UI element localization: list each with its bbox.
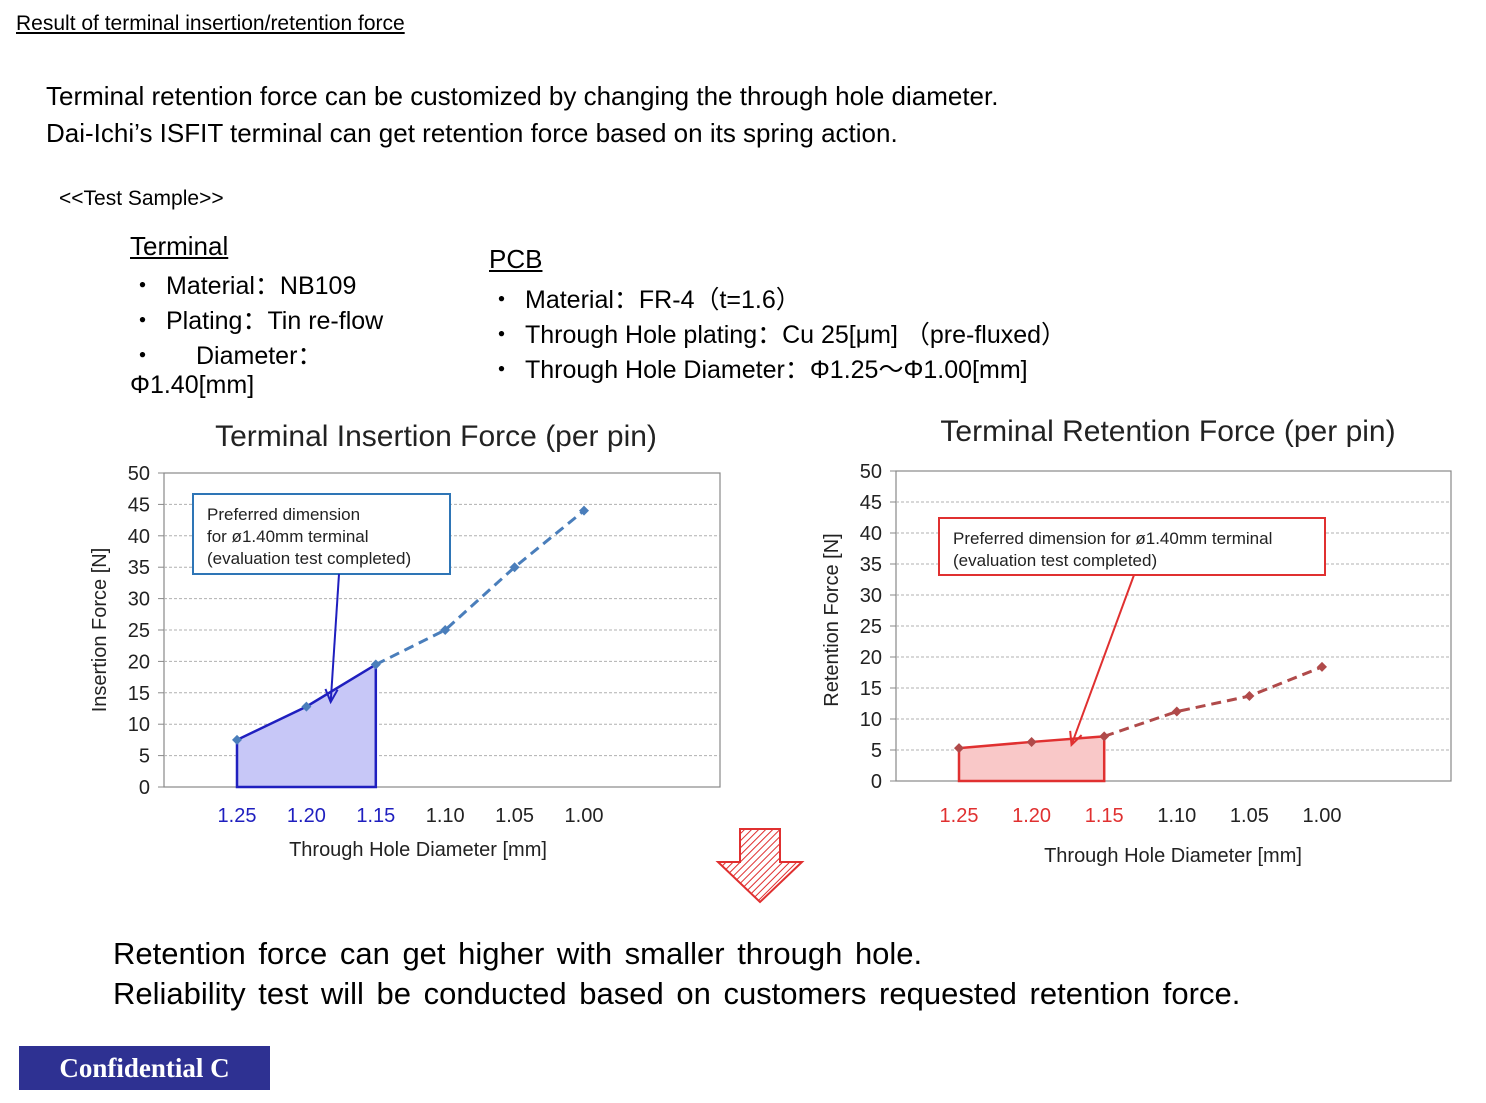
terminal-diameter: ・ Diameter： <box>130 336 322 372</box>
data-point <box>1317 661 1327 672</box>
terminal-plating-text: Plating：Tin re-flow <box>166 307 384 335</box>
pcb-heading: PCB <box>489 244 543 274</box>
annotation-arrow <box>329 573 340 703</box>
series-line <box>375 509 585 666</box>
y-tick-label: 20 <box>128 651 150 673</box>
x-tick-label: 1.15 <box>1085 805 1124 827</box>
test-sample-label: <<Test Sample>> <box>59 187 224 210</box>
y-tick-label: 15 <box>860 678 882 700</box>
terminal-material-text: Material：NB109 <box>166 272 357 300</box>
terminal-material: ・ Material：NB109 <box>130 266 356 302</box>
bullet-icon: ・ <box>489 286 515 314</box>
y-tick-label: 45 <box>860 492 882 514</box>
data-point <box>440 625 451 635</box>
confidential-badge: Confidential C <box>19 1046 270 1090</box>
bullet-icon: ・ <box>130 307 156 335</box>
bullet-icon: ・ <box>489 321 515 349</box>
y-tick-label: 50 <box>128 463 150 485</box>
annotation-arrowhead <box>1069 730 1083 747</box>
y-tick-label: 10 <box>860 709 882 731</box>
data-point <box>579 505 589 516</box>
x-tick-label: 1.15 <box>356 805 395 827</box>
y-tick-label: 10 <box>128 714 150 736</box>
y-tick-label: 50 <box>860 461 882 483</box>
annotation-text: (evaluation test completed) <box>953 551 1157 570</box>
pcb-plating: ・ Through Hole plating：Cu 25[μm] （pre-flu… <box>489 315 1066 351</box>
insertion-force-chart: 0 5 10 15 20 25 30 35 40 45 50 Terminal Insertion F… <box>89 420 721 861</box>
x-tick-label: 1.00 <box>565 805 604 827</box>
x-tick-label: 1.05 <box>495 805 534 827</box>
data-point <box>232 734 242 745</box>
pcb-plating-text: Through Hole plating：Cu 25[μm] （pre-flux… <box>525 321 1067 349</box>
x-axis-label: Through Hole Diameter [mm] <box>1044 845 1302 867</box>
y-tick-label: 35 <box>128 557 150 579</box>
y-tick-label: 40 <box>860 523 882 545</box>
y-tick-label: 5 <box>139 746 150 768</box>
terminal-diameter-label: Diameter： <box>196 342 323 370</box>
y-tick-label: 0 <box>871 771 882 793</box>
y-axis-label: Insertion Force [N] <box>89 548 111 713</box>
terminal-plating: ・ Plating：Tin re-flow <box>130 301 383 337</box>
x-tick-label: 1.25 <box>218 805 257 827</box>
data-point <box>954 743 964 754</box>
y-tick-label: 35 <box>860 554 882 576</box>
y-tick-label: 25 <box>860 616 882 638</box>
annotation-text: Preferred dimension <box>207 505 360 524</box>
terminal-heading: Terminal <box>130 231 229 261</box>
x-tick-label: 1.05 <box>1230 805 1269 827</box>
annotation-box <box>938 517 1326 576</box>
x-tick-label: 1.10 <box>1157 805 1196 827</box>
data-point <box>1099 731 1110 742</box>
annotation-arrowhead <box>324 688 339 705</box>
x-tick-label: 1.00 <box>1303 805 1342 827</box>
down-arrow-icon <box>715 828 805 904</box>
retention-force-chart: 0 5 10 15 20 25 30 35 40 45 50 Terminal Retention F… <box>821 415 1452 867</box>
chart-title: Terminal Retention Force (per pin) <box>940 415 1395 448</box>
y-tick-label: 30 <box>128 589 150 611</box>
data-point <box>1171 706 1182 717</box>
annotation-text: (evaluation test completed) <box>207 549 411 568</box>
bullet-icon: ・ <box>130 272 156 300</box>
y-tick-label: 0 <box>139 777 150 799</box>
y-axis-label: Retention Force [N] <box>821 533 843 706</box>
annotation-arrow <box>1070 574 1135 746</box>
y-tick-label: 45 <box>128 494 150 516</box>
x-tick-label: 1.10 <box>426 805 465 827</box>
pcb-material-text: Material：FR-4（t=1.6） <box>525 286 801 314</box>
x-axis-label: Through Hole Diameter [mm] <box>289 839 547 861</box>
y-tick-label: 15 <box>128 683 150 705</box>
page-title: Result of terminal insertion/retention f… <box>16 12 405 35</box>
bullet-icon: ・ <box>130 342 156 370</box>
annotation-text: for ø1.40mm terminal <box>207 527 369 546</box>
y-tick-label: 40 <box>128 526 150 548</box>
y-tick-label: 20 <box>860 647 882 669</box>
intro-line-1: Terminal retention force can be customiz… <box>46 81 999 111</box>
data-point <box>1244 691 1255 702</box>
chart-title: Terminal Insertion Force (per pin) <box>215 420 657 453</box>
series-line <box>1103 665 1323 738</box>
preferred-range-area <box>235 662 378 789</box>
y-tick-label: 30 <box>860 585 882 607</box>
y-tick-label: 25 <box>128 620 150 642</box>
preferred-range-area <box>957 735 1106 783</box>
x-tick-label: 1.20 <box>287 805 326 827</box>
bullet-icon: ・ <box>489 356 515 384</box>
data-point <box>301 701 312 712</box>
conclusion-line-2: Reliability test will be conducted based… <box>113 976 1241 1011</box>
x-tick-label: 1.20 <box>1012 805 1051 827</box>
data-point <box>1026 736 1037 747</box>
pcb-diameter: ・ Through Hole Diameter：Φ1.25～Φ1.00[mm] <box>489 350 1028 386</box>
pcb-diameter-text: Through Hole Diameter：Φ1.25～Φ1.00[mm] <box>525 356 1028 384</box>
pcb-material: ・ Material：FR-4（t=1.6） <box>489 280 801 316</box>
terminal-diameter-value: Φ1.40[mm] <box>130 371 255 399</box>
conclusion-line-1: Retention force can get higher with smal… <box>113 936 923 971</box>
x-tick-label: 1.25 <box>940 805 979 827</box>
annotation-text: Preferred dimension for ø1.40mm terminal <box>953 529 1272 548</box>
intro-line-2: Dai-Ichi’s ISFIT terminal can get retent… <box>46 118 898 148</box>
y-tick-label: 5 <box>871 740 882 762</box>
annotation-box <box>192 493 451 575</box>
